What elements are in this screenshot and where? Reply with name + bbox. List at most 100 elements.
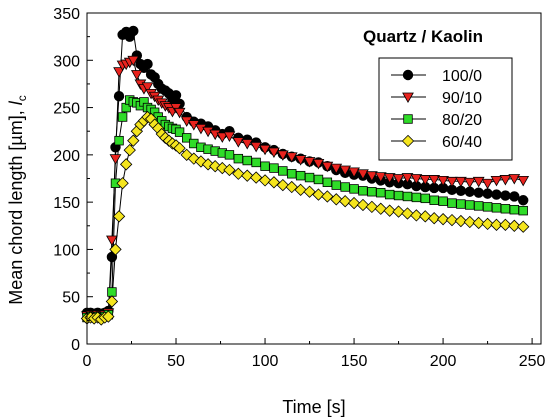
series-1-point [113,67,125,78]
series-3-point [445,213,459,227]
series-1-point [173,107,186,119]
series-1-point [508,174,521,185]
y-tick-label-1: 50 [62,290,80,307]
series-0-point [517,195,529,206]
series-1-point [276,150,289,161]
series-1-point [303,157,316,168]
series-0-point [142,58,153,70]
series-1-point [330,163,343,175]
series-3-point [285,180,298,194]
series-3-points [80,110,530,326]
series-2-point [465,200,475,210]
series-1-point [401,173,414,184]
x-axis-title: Time [s] [282,397,345,417]
series-3-point [123,143,136,157]
series-2-point [251,157,261,168]
series-1-point [481,178,494,190]
series-3-point [481,217,494,231]
series-3-point [508,219,521,232]
series-2-point [447,198,457,208]
series-3-point [241,169,254,182]
series-3-point [102,310,115,323]
series-1-point [392,174,405,185]
x-tick-label-0: 0 [83,353,92,370]
series-2-point [174,127,185,137]
series-2-point [242,155,252,166]
series-1-point [365,171,378,182]
series-3-point [223,163,236,177]
series-3-point [401,207,414,220]
series-2-point [260,161,270,171]
y-axis-title-text: Mean chord length [µm], [6,105,26,304]
series-3-point [267,176,281,189]
series-2-point [313,174,324,185]
series-3-point [419,210,432,223]
series-1-point [348,167,360,178]
series-1-point [339,165,352,177]
series-3-point [374,202,387,215]
legend-label-3: 60/40 [442,134,482,151]
series-1-point [268,147,280,159]
series-3-point [120,158,133,171]
y-axis-title: Mean chord length [µm], lc [6,95,29,304]
series-2-point [393,190,404,201]
plot-area [80,25,530,326]
series-3-point [109,243,122,256]
series-1-point [454,176,467,188]
series-0-point [482,188,493,199]
y-tick-label-2: 100 [53,242,80,259]
series-2-point [224,150,235,160]
series-3-point [428,212,441,225]
series-1-points [81,55,530,322]
series-2-point [411,192,422,203]
series-3-point [232,167,245,180]
series-0-point [473,187,484,198]
series-0-point [128,25,139,37]
series-0-point [464,186,475,197]
series-1-point [285,152,298,163]
y-tick-label-4: 200 [53,148,80,165]
series-3-point [330,193,343,206]
series-0-point [455,185,467,196]
series-2-point [278,166,288,176]
y-tick-label-7: 350 [53,6,80,23]
series-1-point [127,55,140,67]
legend-marker-1 [402,92,414,104]
series-3-point [312,188,325,201]
series-1-point [250,141,263,153]
legend-label-2: 80/20 [442,112,482,129]
series-2-point [402,191,413,202]
series-2-point [117,112,128,122]
series-1-point [374,172,387,183]
series-1-point [130,70,143,81]
series-2-point [340,182,350,192]
series-3-point [347,196,361,210]
series-2-point [182,133,192,143]
x-tick-label-4: 200 [430,353,457,370]
legend-items: 100/0 90/10 80/20 60/40 [391,68,482,151]
series-2-point [358,186,368,196]
series-1-point [141,82,154,93]
series-3-point [321,190,334,203]
series-1-point [410,174,423,185]
x-tick-label-2: 100 [252,353,279,370]
series-1-point [106,235,118,246]
series-3-point [410,209,423,222]
series-2-point [304,172,315,183]
series-3-point [499,218,512,232]
series-2-point [287,169,297,179]
series-2-point [269,163,279,173]
series-2-point [473,201,484,211]
series-1-point [312,158,325,170]
series-3-point [338,195,352,208]
x-tick-label-5: 250 [519,353,546,370]
series-1-point [321,161,334,173]
y-tick-label-6: 300 [53,53,80,70]
series-1-point [259,144,271,156]
series-3-point [383,204,396,217]
series-3-point [463,215,476,229]
legend-title: Quartz / Kaolin [363,27,483,46]
x-tick-label-3: 150 [341,353,368,370]
series-3-point [258,174,272,187]
